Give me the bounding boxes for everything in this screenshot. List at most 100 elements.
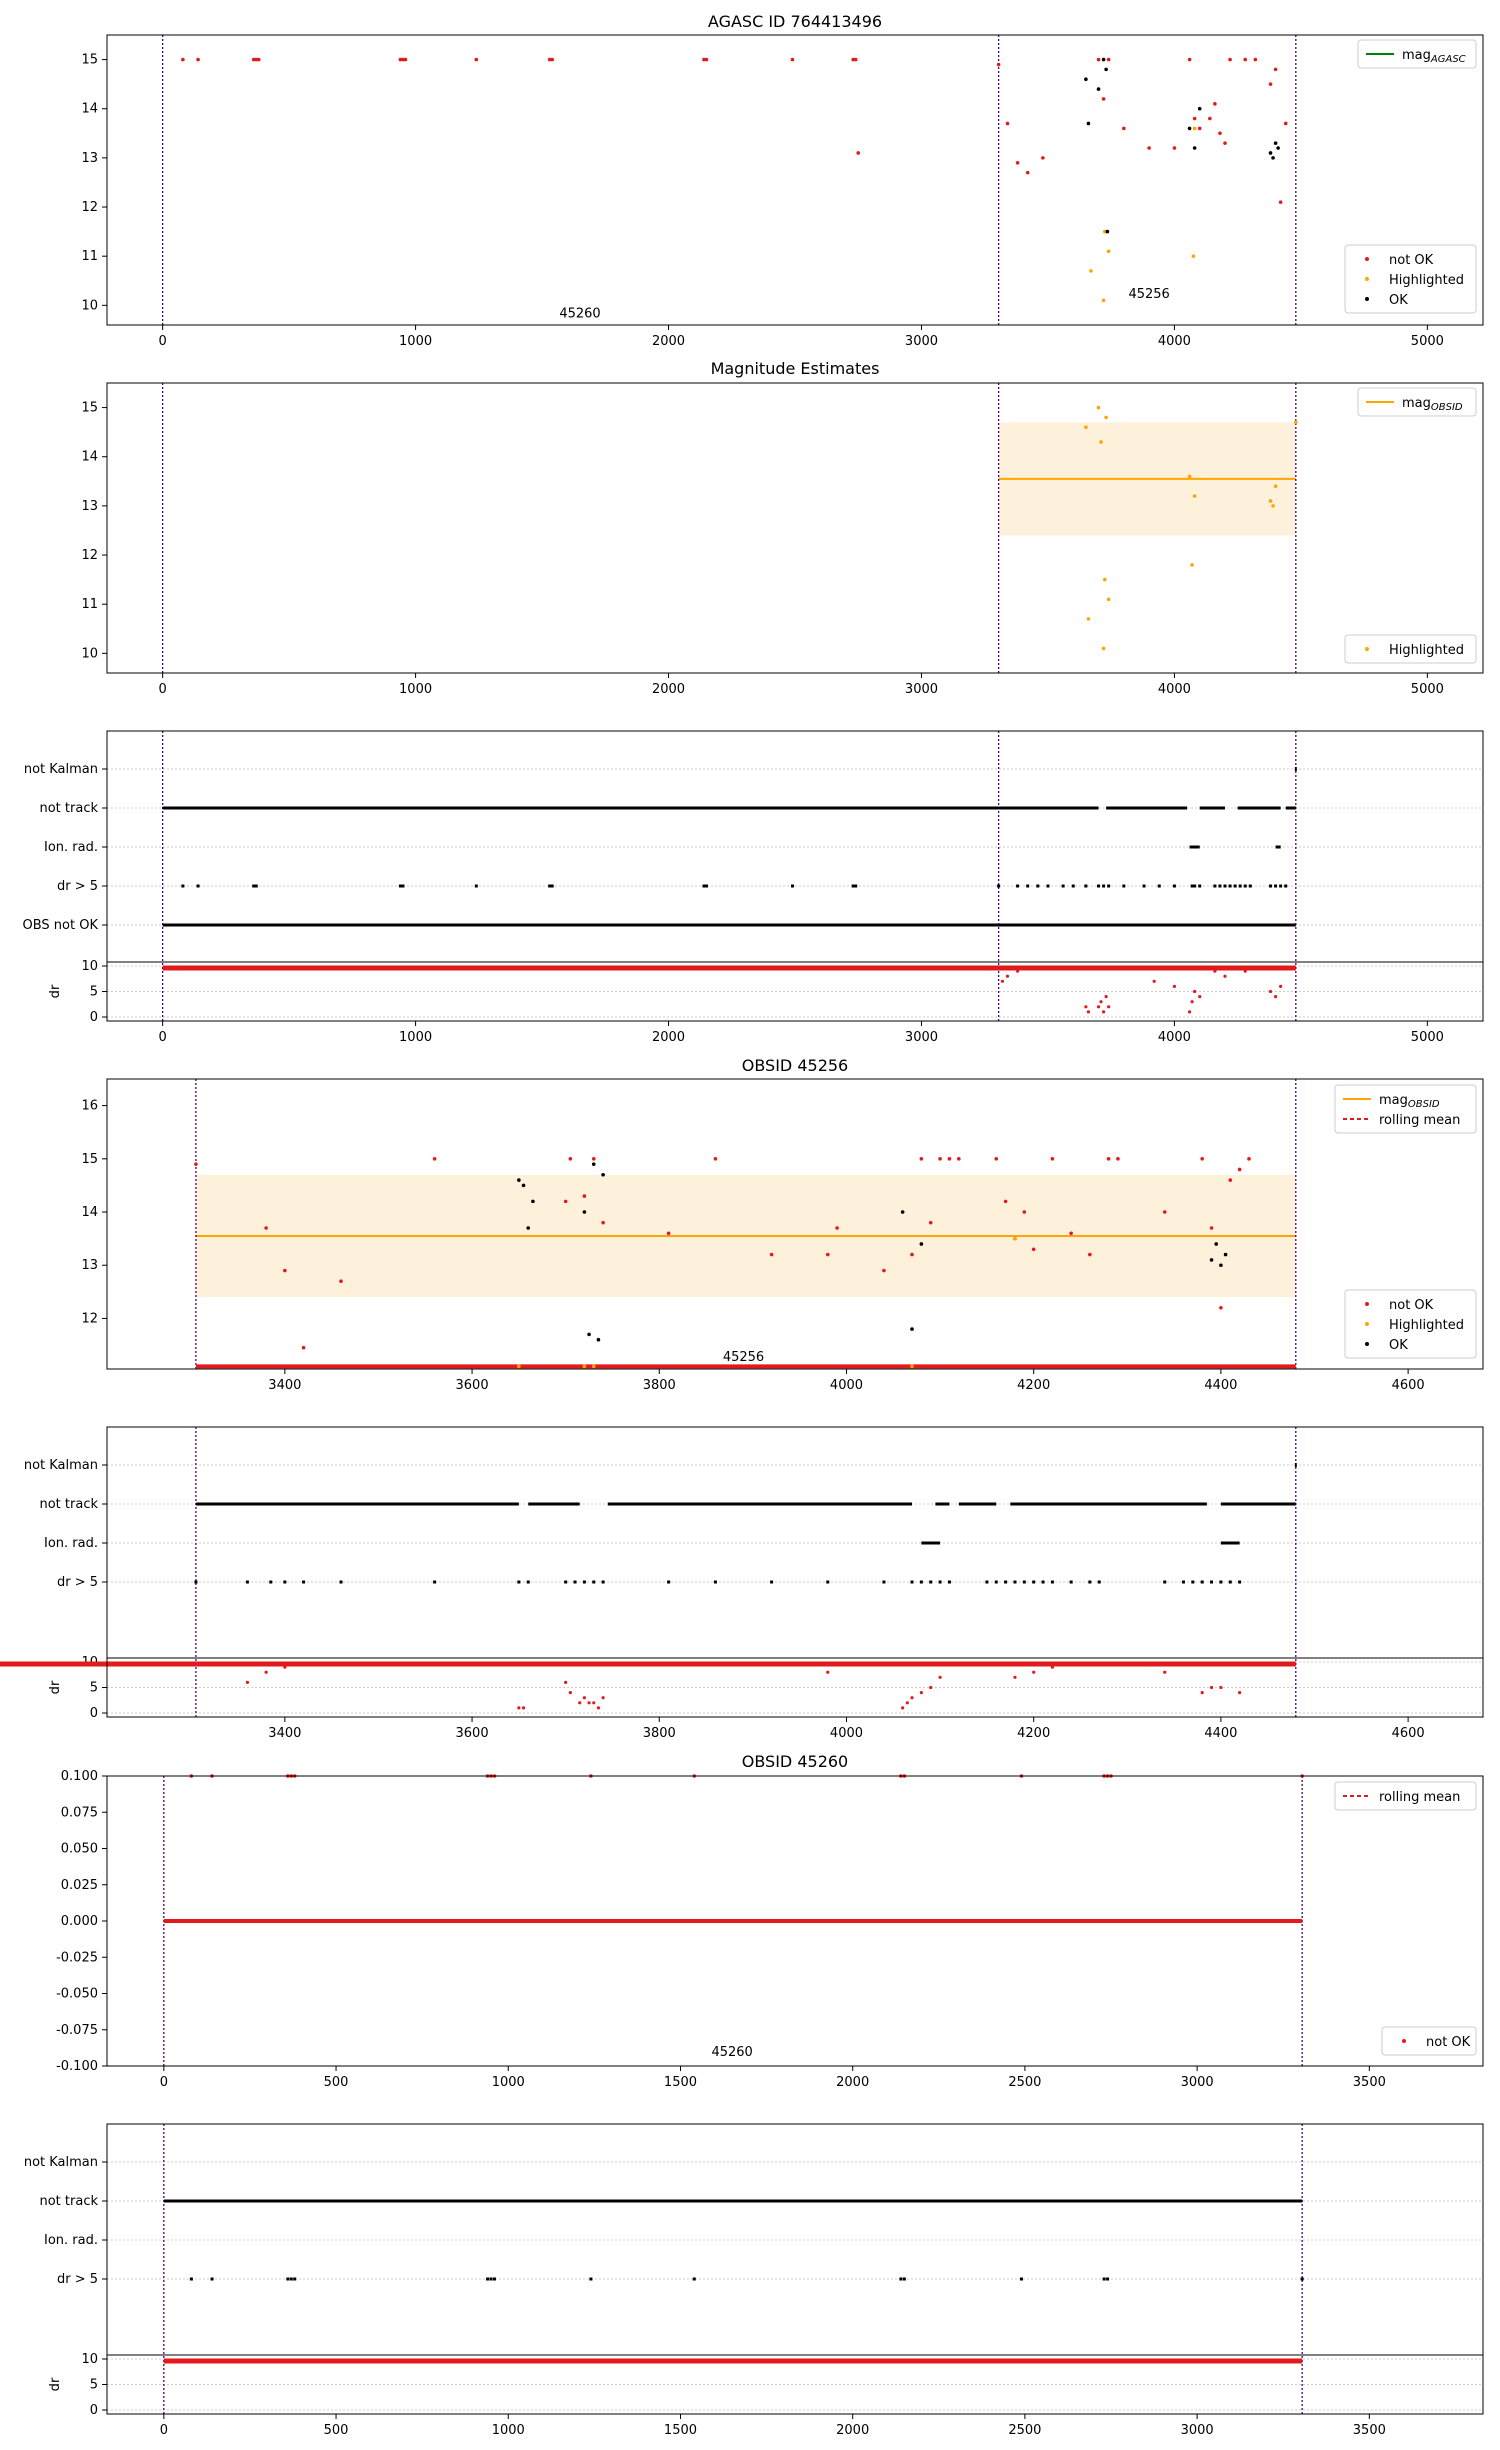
dr-point bbox=[1273, 995, 1278, 999]
x-tick-label: 2000 bbox=[836, 2075, 869, 2090]
legend-box bbox=[1344, 1289, 1477, 1359]
dr5-flag-point bbox=[286, 2277, 290, 2281]
dr-axis-label: dr bbox=[48, 984, 63, 998]
dr5-flag-point bbox=[401, 884, 405, 888]
x-tick-label: 500 bbox=[324, 2075, 349, 2090]
dr5-flag-point bbox=[882, 1580, 886, 1584]
dr5-flag-point bbox=[1284, 884, 1288, 888]
flag-row-label: dr > 5 bbox=[57, 879, 98, 894]
x-tick-label: 1000 bbox=[492, 2423, 525, 2438]
dr5-flag-point bbox=[1274, 884, 1278, 888]
dr5-flag-point bbox=[486, 2277, 490, 2281]
data-point-not-ok bbox=[1213, 102, 1217, 106]
y-tick-label: 0.100 bbox=[61, 1769, 98, 1784]
x-tick-label: 0 bbox=[159, 334, 167, 349]
flags_45260-frame bbox=[106, 2123, 1484, 2415]
data-point-ok bbox=[1268, 151, 1273, 155]
obsid-segment-label: 45256 bbox=[1128, 287, 1169, 302]
dr5-flag-point bbox=[667, 1580, 671, 1584]
dr-point bbox=[1084, 1005, 1088, 1009]
legend-swatch bbox=[1365, 647, 1369, 651]
legend-box bbox=[1334, 1781, 1477, 1811]
dr5-flag-point bbox=[1061, 884, 1065, 888]
legend-label: OK bbox=[1389, 293, 1408, 308]
legend-box bbox=[1334, 1084, 1477, 1134]
dr5-flag-point bbox=[994, 1580, 998, 1584]
x-tick-label: 1500 bbox=[664, 2423, 697, 2438]
data-point-not-ok bbox=[1101, 97, 1106, 101]
data-point-not-ok bbox=[1237, 1167, 1242, 1172]
dr-point bbox=[1032, 1670, 1036, 1674]
data-point-not-ok bbox=[1005, 121, 1010, 126]
title-estimates: Magnitude Estimates bbox=[711, 359, 880, 378]
data-point-not-ok bbox=[256, 57, 261, 62]
dr-point bbox=[568, 1691, 572, 1695]
dr5-flag-point bbox=[1172, 884, 1176, 888]
legend-swatch bbox=[1365, 277, 1369, 281]
flags_45256-frame bbox=[106, 1426, 1484, 1718]
data-point-ok bbox=[1086, 121, 1091, 126]
dr5-flag-point bbox=[770, 1580, 774, 1584]
dr5-flag-point bbox=[1248, 884, 1252, 888]
obsid-segment-label: 45260 bbox=[559, 307, 600, 322]
x-tick-label: 3500 bbox=[1353, 2075, 1386, 2090]
dr5-flag-point bbox=[302, 1580, 306, 1584]
y-tick-label: 12 bbox=[81, 548, 98, 563]
dr5-flag-point bbox=[1210, 1580, 1214, 1584]
title-obs45256: OBSID 45256 bbox=[742, 1056, 848, 1075]
legend-label: Highlighted bbox=[1389, 643, 1464, 658]
x-tick-label: 3000 bbox=[905, 682, 938, 697]
dr5-flag-point bbox=[1193, 884, 1197, 888]
obsid-segment-label: 45256 bbox=[723, 1350, 764, 1365]
flags_all-frame bbox=[106, 730, 1484, 1022]
x-tick-label: 3000 bbox=[905, 334, 938, 349]
dr5-flag-point bbox=[564, 1580, 568, 1584]
data-point-not-ok bbox=[882, 1268, 886, 1273]
y-tick-label: 13 bbox=[81, 1258, 98, 1273]
flag-row-label: Ion. rad. bbox=[44, 840, 98, 855]
legend-swatch bbox=[1365, 1322, 1369, 1326]
y-tick-label: 11 bbox=[81, 597, 98, 612]
dr5-flag-point bbox=[854, 884, 858, 888]
dr5-flag-point bbox=[851, 884, 855, 888]
data-point-highlighted bbox=[1104, 415, 1108, 420]
dr-axis-label: dr bbox=[48, 2377, 63, 2391]
y-tick-label: 0.025 bbox=[61, 1878, 98, 1893]
data-point-not-ok bbox=[194, 1162, 198, 1166]
dr-point bbox=[1163, 1670, 1167, 1674]
not-kalman-flag-point bbox=[1294, 767, 1297, 771]
data-point-not-ok bbox=[1247, 1157, 1251, 1161]
dr5-flag-point bbox=[181, 884, 185, 888]
data-point-highlighted bbox=[1013, 1236, 1017, 1241]
flag-row-label: OBS not OK bbox=[23, 918, 99, 933]
x-tick-label: 3400 bbox=[268, 1378, 301, 1393]
dr5-flag-point bbox=[1102, 2277, 1106, 2281]
x-tick-label: 0 bbox=[160, 2075, 168, 2090]
data-point-not-ok bbox=[251, 57, 256, 62]
data-point-not-ok bbox=[550, 57, 554, 62]
dr-point bbox=[1193, 989, 1197, 994]
x-tick-label: 4000 bbox=[1158, 334, 1191, 349]
dr-point bbox=[1099, 1000, 1103, 1004]
dr-point bbox=[1200, 1691, 1204, 1695]
data-point-highlighted bbox=[1084, 425, 1088, 430]
dr-point bbox=[1209, 1685, 1214, 1690]
data-point-highlighted bbox=[1106, 249, 1111, 254]
data-point-ok bbox=[521, 1183, 526, 1188]
obsid-segment-label: 45260 bbox=[711, 2045, 752, 2060]
dr-point bbox=[1000, 979, 1005, 983]
dr5-flag-point bbox=[293, 2277, 297, 2281]
dr5-flag-point bbox=[339, 1580, 343, 1584]
data-point-highlighted bbox=[1101, 298, 1106, 303]
y-tick-label: 0.050 bbox=[61, 1842, 98, 1857]
dr5-flag-point bbox=[1190, 884, 1194, 888]
dr5-flag-point bbox=[194, 1580, 198, 1584]
data-point-not-ok bbox=[1219, 1306, 1223, 1310]
dr5-flag-point bbox=[1198, 884, 1202, 888]
dr-point bbox=[826, 1670, 830, 1674]
y-tick-label: 10 bbox=[81, 298, 98, 313]
data-point-highlighted bbox=[1192, 126, 1197, 131]
y-tick-label: 14 bbox=[81, 1205, 98, 1220]
panel-flags_all: not Kalman not track Ion. rad. dr > 5 OBS no… bbox=[23, 730, 1484, 1045]
